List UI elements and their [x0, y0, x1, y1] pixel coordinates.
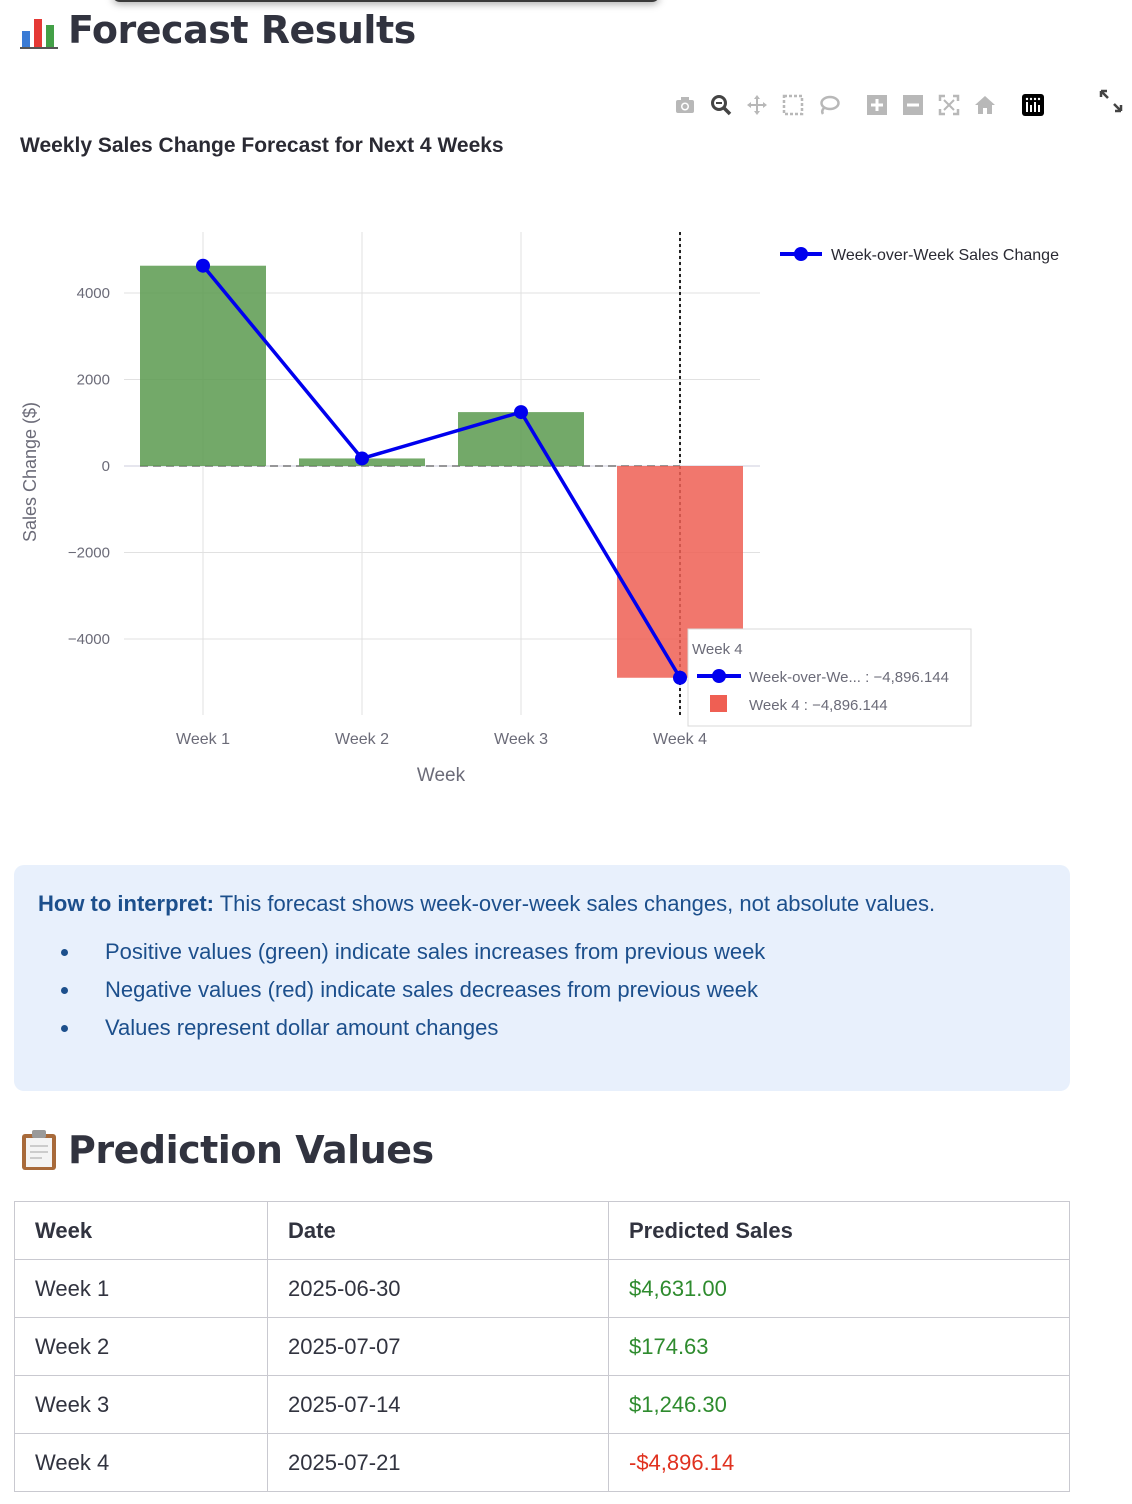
- y-tick-label: −4000: [68, 631, 110, 648]
- cell-date: 2025-07-07: [267, 1317, 609, 1376]
- x-tick-label: Week 3: [494, 731, 548, 748]
- tooltip-bar-value: Week 4 : −4,896.144: [749, 697, 888, 714]
- cell-predicted-sales: $174.63: [608, 1317, 1070, 1376]
- table-row: Week 1 2025-06-30 $4,631.00: [14, 1259, 1070, 1318]
- cell-date: 2025-07-21: [267, 1433, 609, 1492]
- y-tick-label: 4000: [77, 285, 110, 302]
- cell-week: Week 2: [14, 1317, 268, 1376]
- list-item: Positive values (green) indicate sales i…: [81, 939, 1046, 965]
- cell-predicted-sales: $4,631.00: [608, 1259, 1070, 1318]
- tooltip-title: Week 4: [692, 641, 743, 658]
- column-header-date[interactable]: Date: [267, 1201, 609, 1260]
- autoscale-icon[interactable]: [936, 92, 962, 118]
- y-tick-label: 2000: [77, 372, 110, 389]
- line-point: [673, 670, 687, 685]
- zoom-icon[interactable]: [708, 92, 734, 118]
- plotly-logo-icon[interactable]: [1020, 92, 1046, 118]
- legend-label: Week-over-Week Sales Change: [831, 247, 1059, 264]
- prediction-table: Week Date Predicted Sales Week 1 2025-06…: [14, 1201, 1070, 1492]
- column-header-week[interactable]: Week: [14, 1201, 268, 1260]
- zoom-in-icon[interactable]: [864, 92, 890, 118]
- chart-hover-tooltip: Week 4 Week-over-We... : −4,896.144 Week 4…: [687, 628, 972, 727]
- window-edge-shadow: [112, 0, 660, 2]
- prediction-values-heading: Prediction Values: [18, 1128, 434, 1172]
- line-point: [355, 451, 369, 466]
- table-header-row: Week Date Predicted Sales: [14, 1201, 1070, 1260]
- cell-predicted-sales: $1,246.30: [608, 1375, 1070, 1434]
- camera-icon[interactable]: [672, 92, 698, 118]
- tooltip-bar-swatch: [710, 695, 727, 712]
- reset-axes-icon[interactable]: [972, 92, 998, 118]
- interpretation-box: How to interpret: This forecast shows we…: [14, 865, 1070, 1091]
- line-point: [514, 405, 528, 420]
- y-tick-label: 0: [102, 458, 110, 475]
- table-row: Week 3 2025-07-14 $1,246.30: [14, 1375, 1070, 1434]
- chart-axis-labels: 4000 2000 0 −2000 −4000 Week 1 Week 2 Week 3 Wee…: [20, 285, 707, 786]
- lasso-icon[interactable]: [816, 92, 842, 118]
- expand-icon[interactable]: [1098, 88, 1124, 114]
- line-point: [196, 258, 210, 273]
- bar-week-1: [140, 265, 266, 466]
- zoom-out-icon[interactable]: [900, 92, 926, 118]
- chart-title: Weekly Sales Change Forecast for Next 4 …: [20, 134, 504, 157]
- box-select-icon[interactable]: [780, 92, 806, 118]
- sales-change-chart[interactable]: 4000 2000 0 −2000 −4000 Week 1 Week 2 Week 3 Wee…: [0, 170, 1100, 800]
- pan-icon[interactable]: [744, 92, 770, 118]
- cell-week: Week 4: [14, 1433, 268, 1492]
- chart-modebar: [672, 92, 1046, 118]
- cell-week: Week 1: [14, 1259, 268, 1318]
- chart-bars: [140, 265, 743, 678]
- bar-chart-icon: [18, 11, 60, 49]
- table-row: Week 2 2025-07-07 $174.63: [14, 1317, 1070, 1376]
- interpretation-bold: How to interpret:: [38, 891, 214, 916]
- line-week-over-week: [201, 264, 682, 679]
- x-axis-title: Week: [417, 765, 466, 786]
- y-tick-label: −2000: [68, 545, 110, 562]
- cell-predicted-sales: -$4,896.14: [608, 1433, 1070, 1492]
- cell-date: 2025-07-14: [267, 1375, 609, 1434]
- forecast-results-title: Forecast Results: [68, 8, 416, 52]
- bar-week-3: [458, 412, 584, 466]
- chart-line: [196, 258, 687, 685]
- table-row: Week 4 2025-07-21 -$4,896.14: [14, 1433, 1070, 1492]
- interpretation-body: This forecast shows week-over-week sales…: [214, 891, 936, 916]
- interpretation-list: Positive values (green) indicate sales i…: [38, 939, 1046, 1041]
- forecast-results-heading: Forecast Results: [18, 8, 416, 52]
- prediction-values-title: Prediction Values: [68, 1128, 434, 1172]
- tooltip-line-value: Week-over-We... : −4,896.144: [749, 669, 949, 686]
- list-item: Values represent dollar amount changes: [81, 1015, 1046, 1041]
- clipboard-icon: [18, 1129, 60, 1171]
- x-tick-label: Week 1: [176, 731, 230, 748]
- list-item: Negative values (red) indicate sales dec…: [81, 977, 1046, 1003]
- cell-date: 2025-06-30: [267, 1259, 609, 1318]
- column-header-predicted-sales[interactable]: Predicted Sales: [608, 1201, 1070, 1260]
- cell-week: Week 3: [14, 1375, 268, 1434]
- interpretation-text: How to interpret: This forecast shows we…: [38, 891, 1046, 917]
- x-tick-label: Week 4: [653, 731, 707, 748]
- y-axis-title: Sales Change ($): [20, 402, 40, 542]
- tooltip-line-marker: [712, 669, 726, 683]
- x-tick-label: Week 2: [335, 731, 389, 748]
- legend-marker: [794, 247, 808, 261]
- chart-legend[interactable]: Week-over-Week Sales Change: [780, 247, 1059, 264]
